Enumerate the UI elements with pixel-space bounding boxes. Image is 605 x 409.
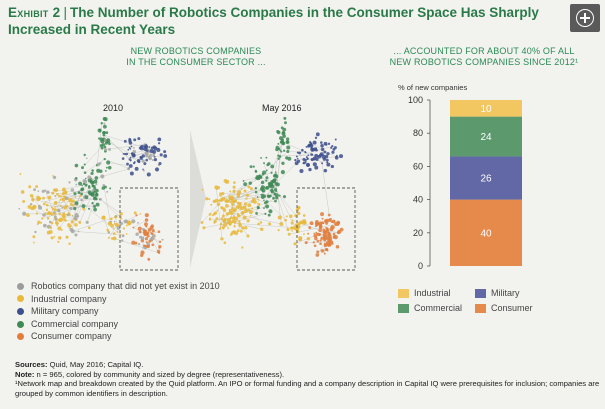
legend-label-new: Robotics company that did not yet exist … [31,281,220,291]
bar-legend-label-commercial: Commercial [414,303,463,313]
y-tick-label: 40 [413,195,423,205]
left-heading-line1: NEW ROBOTICS COMPANIES [130,46,262,56]
bar-value-label-industrial: 10 [480,104,492,115]
swatch-commercial [398,303,409,313]
legend-dot-consumer [17,333,24,341]
bar-segment-commercial [450,116,522,157]
note-line: Note: n = 965, colored by community and … [15,370,600,380]
y-tick-label: 20 [413,228,423,238]
bar-legend-label-consumer: Consumer [491,303,533,313]
network-map-2016 [200,116,344,257]
legend-dot-commercial [17,320,24,328]
bar-legend-military: Military [475,288,552,298]
footnotes: Sources: Quid, May 2016; Capital IQ. Not… [15,360,600,398]
legend-label-military: Military company [31,306,99,317]
network-legend: Robotics company that did not yet exist … [17,280,220,343]
header-separator: | [63,5,67,20]
legend-label-commercial: Commercial company [31,318,119,329]
sources-line: Sources: Quid, May 2016; Capital IQ. [15,360,600,370]
legend-item-industrial: Industrial company [17,293,220,306]
bar-legend-label-military: Military [491,288,520,298]
sources-label: Sources: [15,360,48,369]
legend-dot-military [17,307,24,315]
legend-item-commercial: Commercial company [17,318,220,331]
stacked-bar-chart: 0 20 40 60 80 100 40 26 24 10 [408,95,522,271]
expand-button[interactable] [570,4,600,32]
exhibit-header: Exhibit 2 | The Number of Robotics Compani… [8,4,568,38]
swatch-consumer [475,303,486,313]
left-heading-line2: IN THE CONSUMER SECTOR ... [126,57,266,67]
bar-value-label-commercial: 24 [480,132,492,143]
right-heading-line1: ... ACCOUNTED FOR ABOUT 40% OF ALL [393,46,575,56]
left-section-heading: NEW ROBOTICS COMPANIES IN THE CONSUMER S… [96,46,296,68]
legend-label-consumer: Consumer company [31,331,112,342]
bar-value-label-consumer: 40 [480,228,492,239]
arrow-chevron [190,130,206,268]
swatch-industrial [398,288,409,298]
right-heading-line2: NEW ROBOTICS COMPANIES SINCE 2012¹ [389,57,579,67]
legend-dot-industrial [17,295,24,303]
bar-legend-consumer: Consumer [475,303,552,313]
bar-segment-industrial [450,100,522,117]
note-label: Note: [15,369,35,379]
legend-item-consumer: Consumer company [17,330,220,343]
y-axis-label: % of new companies [398,83,468,92]
map-label-2010: 2010 [103,103,124,113]
bar-segment-consumer [450,199,522,266]
right-section-heading: ... ACCOUNTED FOR ABOUT 40% OF ALL NEW R… [386,46,582,68]
map-label-2016: May 2016 [262,103,302,113]
note-text: n = 965, colored by community and sized … [36,369,285,379]
plus-icon [576,9,594,27]
legend-item-military: Military company [17,305,220,318]
bar-legend: Industrial Military Commercial Consumer [398,286,552,316]
network-map-2010 [18,117,168,261]
bar-legend-label-industrial: Industrial [414,288,451,298]
swatch-military [475,288,486,298]
y-tick-label: 60 [413,161,423,171]
y-tick-label: 100 [408,95,423,105]
sources-text: Quid, May 2016; Capital IQ. [49,360,144,369]
bar-legend-commercial: Commercial [398,303,475,313]
bar-value-label-military: 26 [480,174,492,185]
y-tick-label: 0 [418,261,423,271]
exhibit-number: Exhibit 2 [8,5,61,20]
legend-label-industrial: Industrial company [31,293,107,304]
bar-segment-military [450,156,522,200]
exhibit-title: The Number of Robotics Companies in the … [8,5,539,37]
legend-item-new: Robotics company that did not yet exist … [17,280,220,293]
network-maps [18,116,356,271]
y-tick-label: 80 [413,128,423,138]
legend-dot-new [17,282,24,290]
bar-legend-industrial: Industrial [398,288,475,298]
footnote-1: ¹Network map and breakdown created by th… [15,379,600,398]
